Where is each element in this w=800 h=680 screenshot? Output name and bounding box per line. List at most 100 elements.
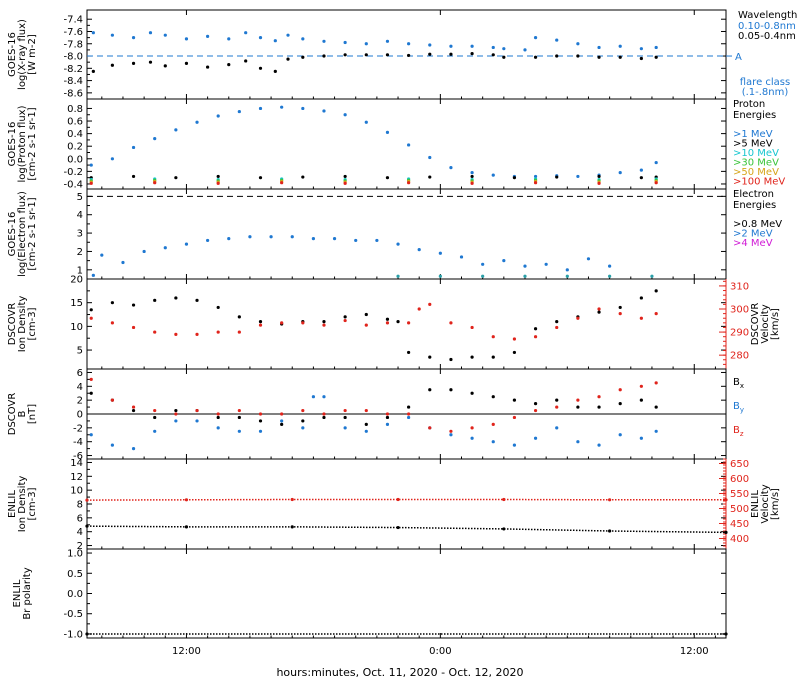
data-point xyxy=(608,498,612,502)
data-point xyxy=(449,44,453,48)
data-point xyxy=(407,181,411,185)
data-point xyxy=(385,130,390,134)
data-point xyxy=(343,408,347,413)
data-point xyxy=(597,181,601,185)
data-point xyxy=(618,388,622,392)
data-point xyxy=(597,45,601,50)
data-point xyxy=(555,54,559,58)
series--5-mev xyxy=(89,174,658,180)
legend-entry: >1 MeV xyxy=(733,129,773,140)
y-tick-label: 1 xyxy=(77,265,83,276)
data-point xyxy=(491,335,495,339)
legend-entry: Bx xyxy=(733,377,744,390)
data-point xyxy=(364,42,368,46)
y-tick-label: -7.8 xyxy=(63,39,83,50)
right-y-tick-label: 400 xyxy=(730,534,749,545)
data-point xyxy=(237,109,241,114)
y-tick-label: -7.4 xyxy=(63,15,83,26)
data-point xyxy=(148,31,153,35)
data-point xyxy=(407,350,411,355)
data-point xyxy=(491,422,495,426)
series-0-10-0-8nm xyxy=(91,31,658,52)
y-tick-label: -8.4 xyxy=(63,76,83,87)
data-point xyxy=(343,181,347,185)
y-tick-label: -8.0 xyxy=(63,52,83,63)
plot-frame xyxy=(86,458,727,550)
data-point xyxy=(195,298,199,302)
y-tick-label: -0.5 xyxy=(63,609,83,620)
data-point xyxy=(174,332,178,336)
data-point xyxy=(512,337,517,341)
data-point xyxy=(216,114,220,118)
data-point xyxy=(258,176,263,180)
x-tick-label: 0:00 xyxy=(429,646,451,657)
data-point xyxy=(654,405,658,409)
right-axis-label-line: ENLIL xyxy=(750,490,761,518)
y-axis-label-line: [cm-3] xyxy=(27,307,38,340)
data-point xyxy=(470,426,474,430)
data-point xyxy=(195,332,199,336)
y-axis-label: GOES-16 log(X-ray flux) [W m-2] xyxy=(7,19,38,90)
data-point xyxy=(385,317,390,321)
data-point xyxy=(512,398,517,402)
series-line xyxy=(86,525,727,534)
data-point xyxy=(343,426,347,430)
data-point xyxy=(428,388,432,392)
data-point xyxy=(407,415,411,420)
data-point xyxy=(597,55,601,59)
data-point xyxy=(576,405,580,409)
data-point xyxy=(244,31,248,35)
data-point xyxy=(639,168,643,172)
legend-entry: >30 MeV xyxy=(733,158,779,169)
data-point xyxy=(237,408,241,413)
data-point xyxy=(89,391,93,395)
data-point xyxy=(491,395,495,399)
data-point xyxy=(131,145,136,150)
right-y-tick-label: 280 xyxy=(730,351,749,362)
data-point xyxy=(597,307,601,311)
y-axis-label: DSCOVR Ion Density [cm-3] xyxy=(7,296,38,353)
data-point xyxy=(618,44,622,48)
series--50-mev xyxy=(89,179,658,184)
data-point xyxy=(533,36,538,40)
y-tick-label: 10 xyxy=(70,486,83,497)
data-point xyxy=(227,236,231,241)
data-point xyxy=(110,63,114,67)
data-point xyxy=(85,498,89,502)
y-axis-label-line: log(Electron flux) xyxy=(17,191,28,277)
data-point xyxy=(407,143,411,147)
data-point xyxy=(131,325,136,330)
data-point xyxy=(322,320,326,324)
data-point xyxy=(654,55,658,59)
right-y-tick-label: 650 xyxy=(730,459,749,470)
data-point xyxy=(438,251,442,255)
data-point xyxy=(364,323,368,327)
data-point xyxy=(491,355,495,359)
data-point xyxy=(206,34,210,38)
data-point xyxy=(364,312,368,317)
flare-class-label: A xyxy=(735,52,742,63)
data-point xyxy=(301,408,305,413)
legend-title: Electron xyxy=(733,189,774,200)
y-tick-label: 4 xyxy=(77,382,83,393)
data-point xyxy=(258,419,263,423)
data-point xyxy=(407,42,411,46)
y-tick-label: 8 xyxy=(77,500,83,511)
data-point xyxy=(273,69,277,73)
data-point xyxy=(301,55,305,59)
y-tick-label: 10 xyxy=(70,322,83,333)
data-point xyxy=(555,38,559,42)
series-velocity xyxy=(89,302,658,341)
data-point xyxy=(502,55,506,59)
legend-entry: >100 MeV xyxy=(733,177,785,188)
data-point xyxy=(131,447,136,451)
data-point xyxy=(385,53,390,57)
right-y-tick-label: 600 xyxy=(730,474,749,485)
y-axis-label: ENLIL Ion Density [cm-3] xyxy=(7,476,38,533)
right-y-tick-label: 300 xyxy=(730,305,749,316)
y-tick-label: 2 xyxy=(77,541,83,552)
data-point xyxy=(470,44,474,48)
data-point xyxy=(153,408,157,413)
data-point xyxy=(216,426,220,430)
